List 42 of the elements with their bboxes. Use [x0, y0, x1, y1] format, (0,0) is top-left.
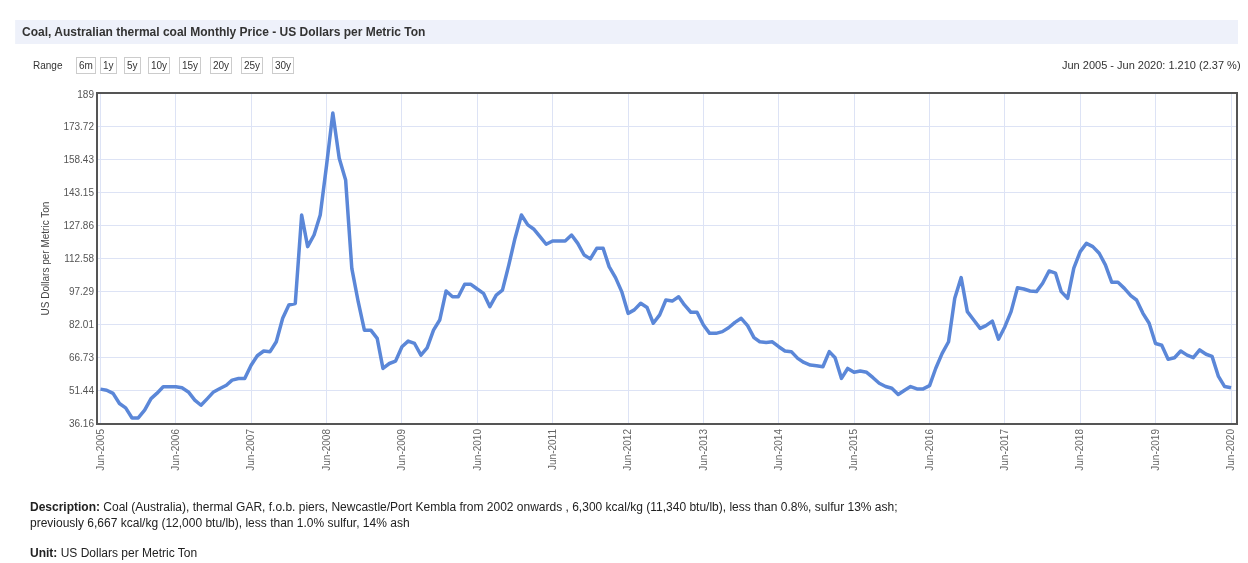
x-tick-label: Jun-2007 [245, 428, 257, 471]
x-tick-label: Jun-2011 [546, 428, 558, 470]
x-tick-label: Jun-2009 [396, 428, 408, 471]
text: Description: Coal (Australia), thermal GAR, f.o.b. piers, Newcastle/Port Kembla from 2002 onwards , 6,300 kcal/kg (11,340 btu/lb), less than 0.8%, sulfur 13% ash; previously 6,667 kcal/kg (12,000 btu/lb), less than 1.0% sulfur, 14% ash [30, 500, 898, 530]
text: Range [33, 60, 63, 71]
y-tick-label: 173.72 [63, 121, 95, 133]
x-tick-label: Jun-2013 [697, 428, 709, 471]
y-tick-label: 158.43 [63, 154, 95, 166]
y-axis-title: US Dollars per Metric Ton [39, 201, 51, 316]
x-tick-label: Jun-2019 [1149, 428, 1161, 471]
x-tick-label: Jun-2017 [999, 428, 1011, 471]
text: 1y [103, 60, 114, 71]
x-tick-label: Jun-2020 [1225, 428, 1237, 471]
x-tick-label: Jun-2010 [471, 428, 483, 471]
x-tick-label: Jun-2008 [320, 428, 332, 471]
text: 10y [151, 60, 168, 71]
y-tick-label: 112.58 [64, 253, 95, 264]
line-series [98, 111, 1233, 420]
x-tick-label: Jun-2018 [1074, 428, 1086, 471]
y-tick-label: 143.15 [63, 187, 95, 199]
text: 30y [275, 60, 292, 71]
x-tick-label: Jun-2015 [848, 428, 860, 471]
y-tick-label: 66.73 [68, 351, 95, 363]
text: 15y [182, 60, 199, 71]
x-tick-label: Jun-2006 [170, 428, 182, 471]
x-tick-label: Jun-2012 [622, 428, 634, 471]
chart-title: Coal, Australian thermal coal Monthly Price - US Dollars per Metric Ton [22, 25, 426, 40]
text: Jun 2005 - Jun 2020: 1.210 (2.37 %) [1062, 59, 1241, 71]
y-tick-label: 97.29 [68, 285, 95, 297]
text: 5y [127, 60, 138, 71]
x-tick-label: Jun-2014 [772, 428, 784, 471]
text: Unit: US Dollars per Metric Ton [30, 546, 198, 560]
x-tick-label: Jun-2005 [94, 428, 106, 471]
text: 25y [244, 60, 261, 71]
text: 6m [79, 60, 93, 71]
text: 20y [213, 60, 230, 71]
y-tick-label: 82.01 [68, 318, 95, 330]
y-tick-label: 127.86 [63, 220, 95, 232]
y-tick-label: 36.16 [68, 417, 95, 429]
y-tick-label: 189 [77, 88, 95, 100]
y-tick-label: 51.44 [68, 384, 95, 396]
x-tick-label: Jun-2016 [923, 428, 935, 471]
